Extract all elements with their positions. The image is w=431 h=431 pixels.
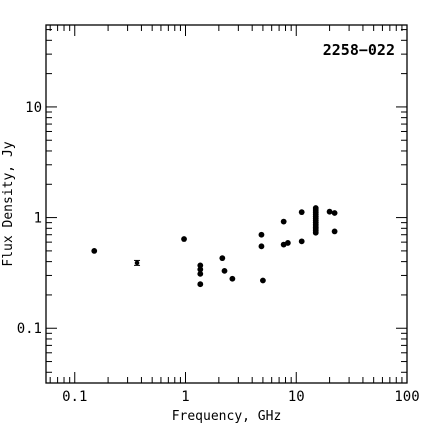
data-point [331, 228, 338, 235]
data-point [197, 281, 204, 288]
data-point [91, 247, 98, 254]
data-point [280, 218, 287, 225]
x-tick-label: 1 [181, 389, 189, 405]
data-point [284, 240, 291, 246]
data-point [312, 229, 319, 236]
y-tick-label: 1 [34, 211, 42, 227]
data-point [258, 243, 265, 250]
data-point [258, 231, 265, 238]
y-tick-label: 0.1 [17, 321, 42, 337]
data-point [181, 236, 187, 242]
x-axis-title: Frequency, GHz [172, 409, 282, 424]
plot-frame [45, 24, 408, 384]
data-point [134, 260, 140, 266]
y-tick-label: 10 [25, 100, 42, 116]
axis-tick-labels: 0.1 1 10 100 0.1 1 10 [17, 100, 420, 405]
data-point [229, 275, 236, 282]
data-point [197, 266, 204, 273]
data-point [219, 255, 226, 262]
data-points [91, 205, 338, 288]
x-tick-label: 0.1 [62, 389, 87, 405]
source-name-annotation: 2258−022 [323, 41, 395, 59]
x-tick-label: 10 [288, 389, 305, 405]
data-point [331, 210, 338, 216]
data-point [326, 208, 333, 215]
y-axis-title: Flux Density, Jy [1, 141, 16, 266]
axis-ticks [46, 25, 408, 383]
data-point [221, 267, 228, 274]
x-tick-label: 100 [394, 389, 419, 405]
data-point [298, 209, 305, 216]
data-point [298, 238, 305, 245]
data-point [260, 277, 266, 284]
data-point [197, 270, 204, 277]
data-point [197, 262, 204, 269]
